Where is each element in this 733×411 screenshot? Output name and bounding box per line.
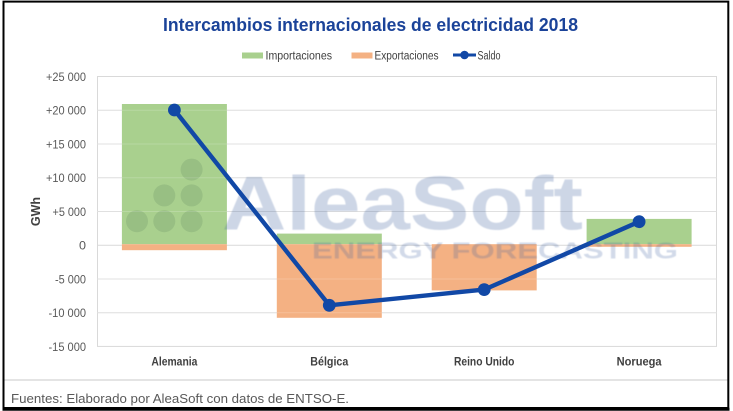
svg-text:-15 000: -15 000 xyxy=(49,340,87,354)
svg-text:+10 000: +10 000 xyxy=(46,171,86,185)
svg-text:Bélgica: Bélgica xyxy=(310,354,348,368)
svg-text:Noruega: Noruega xyxy=(617,354,662,368)
svg-text:Importaciones: Importaciones xyxy=(266,51,333,63)
svg-text:0: 0 xyxy=(79,239,86,253)
svg-text:ENERGY FORECASTING: ENERGY FORECASTING xyxy=(312,238,678,264)
svg-text:Saldo: Saldo xyxy=(478,50,501,62)
svg-text:+15 000: +15 000 xyxy=(46,137,86,151)
svg-text:Reino Unido: Reino Unido xyxy=(454,354,515,368)
svg-text:AleaSoft: AleaSoft xyxy=(222,162,583,247)
svg-text:Intercambios internacionales d: Intercambios internacionales de electric… xyxy=(163,14,578,35)
svg-text:Alemania: Alemania xyxy=(151,354,197,368)
svg-text:-10 000: -10 000 xyxy=(49,306,87,320)
svg-text:+5 000: +5 000 xyxy=(53,205,87,219)
svg-text:Exportaciones: Exportaciones xyxy=(375,51,439,63)
svg-text:-5 000: -5 000 xyxy=(55,272,86,286)
svg-text:Fuentes: Elaborado por AleaSof: Fuentes: Elaborado por AleaSoft con dato… xyxy=(11,391,349,406)
svg-text:+25 000: +25 000 xyxy=(46,70,86,84)
svg-text:+20 000: +20 000 xyxy=(46,104,86,118)
svg-text:GWh: GWh xyxy=(29,197,43,226)
